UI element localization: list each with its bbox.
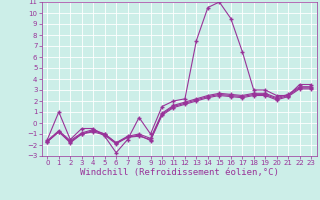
X-axis label: Windchill (Refroidissement éolien,°C): Windchill (Refroidissement éolien,°C) [80, 168, 279, 177]
